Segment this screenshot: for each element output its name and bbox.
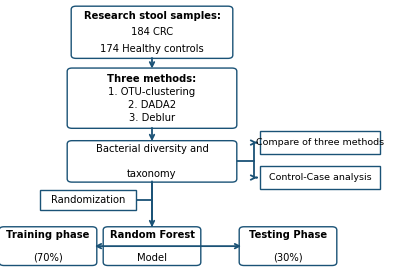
Text: Compare of three methods: Compare of three methods — [256, 138, 384, 147]
Text: Three methods:: Three methods: — [107, 74, 197, 84]
Text: 1. OTU-clustering: 1. OTU-clustering — [108, 87, 196, 97]
Text: 3. Deblur: 3. Deblur — [129, 112, 175, 123]
Text: Testing Phase: Testing Phase — [249, 229, 327, 239]
Text: Model: Model — [137, 253, 167, 263]
Text: Research stool samples:: Research stool samples: — [84, 11, 220, 21]
Text: Bacterial diversity and: Bacterial diversity and — [96, 144, 208, 154]
Text: Random Forest: Random Forest — [110, 229, 194, 239]
FancyBboxPatch shape — [103, 227, 201, 266]
Text: 174 Healthy controls: 174 Healthy controls — [100, 44, 204, 54]
FancyBboxPatch shape — [239, 227, 337, 266]
FancyBboxPatch shape — [0, 227, 97, 266]
Text: (70%): (70%) — [33, 253, 63, 263]
FancyBboxPatch shape — [71, 6, 233, 58]
FancyBboxPatch shape — [67, 68, 237, 128]
Text: 2. DADA2: 2. DADA2 — [128, 100, 176, 110]
Text: Control-Case analysis: Control-Case analysis — [269, 173, 371, 182]
FancyBboxPatch shape — [40, 190, 136, 210]
Text: Randomization: Randomization — [51, 195, 125, 206]
FancyBboxPatch shape — [67, 141, 237, 182]
Text: (30%): (30%) — [273, 253, 303, 263]
Text: 184 CRC: 184 CRC — [131, 27, 173, 37]
Text: Training phase: Training phase — [6, 229, 90, 239]
Text: taxonomy: taxonomy — [127, 169, 177, 179]
FancyBboxPatch shape — [260, 166, 380, 189]
FancyBboxPatch shape — [260, 131, 380, 154]
